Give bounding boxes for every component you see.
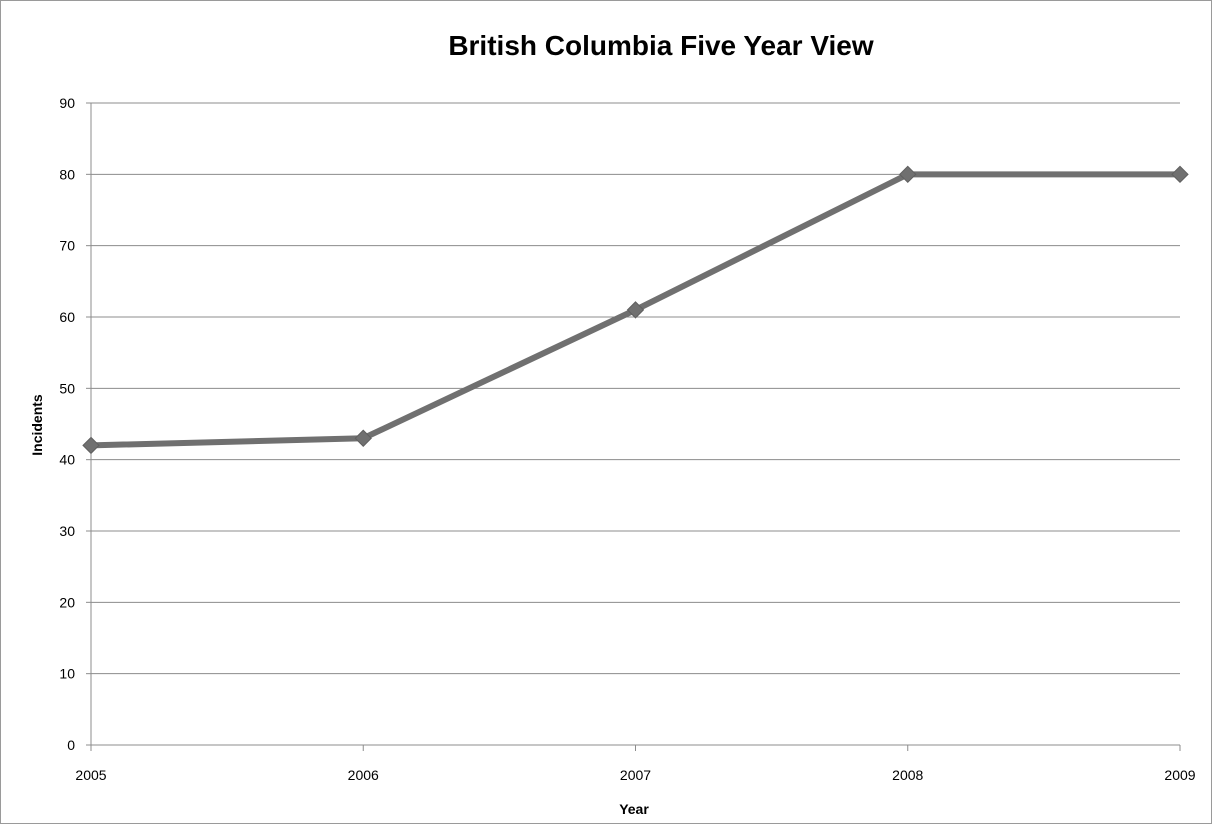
x-tick-label: 2006 xyxy=(348,767,379,783)
x-tick-label: 2005 xyxy=(75,767,106,783)
data-point-2007 xyxy=(626,301,645,319)
y-tick-label: 50 xyxy=(59,380,75,396)
x-tick-label: 2007 xyxy=(620,767,651,783)
y-tick-label: 0 xyxy=(67,737,75,753)
data-point-2008 xyxy=(899,165,917,184)
x-tick-label: 2009 xyxy=(1164,767,1195,783)
chart-title: British Columbia Five Year View xyxy=(448,30,874,61)
y-axis-label: Incidents xyxy=(29,394,45,456)
y-tick-label: 20 xyxy=(59,594,75,610)
x-tick-labels: 2005 2006 2007 2008 2009 xyxy=(75,767,1195,783)
gridlines xyxy=(91,102,1180,675)
y-tick-labels: 0 10 20 30 40 50 60 70 80 90 xyxy=(59,95,75,753)
y-tick-label: 80 xyxy=(59,166,75,182)
markers xyxy=(82,165,1189,455)
data-point-2005 xyxy=(82,436,100,455)
y-tick-label: 30 xyxy=(59,523,75,539)
y-tick-label: 90 xyxy=(59,95,75,111)
data-point-2009 xyxy=(1171,165,1189,184)
y-tick-label: 60 xyxy=(59,309,75,325)
y-tick-label: 40 xyxy=(59,452,75,468)
y-tick-label: 70 xyxy=(59,238,75,254)
x-tick-label: 2008 xyxy=(892,767,923,783)
y-tick-label: 10 xyxy=(59,666,75,682)
x-axis-label: Year xyxy=(619,801,649,817)
axes xyxy=(86,102,1181,751)
data-point-2006 xyxy=(354,429,372,447)
